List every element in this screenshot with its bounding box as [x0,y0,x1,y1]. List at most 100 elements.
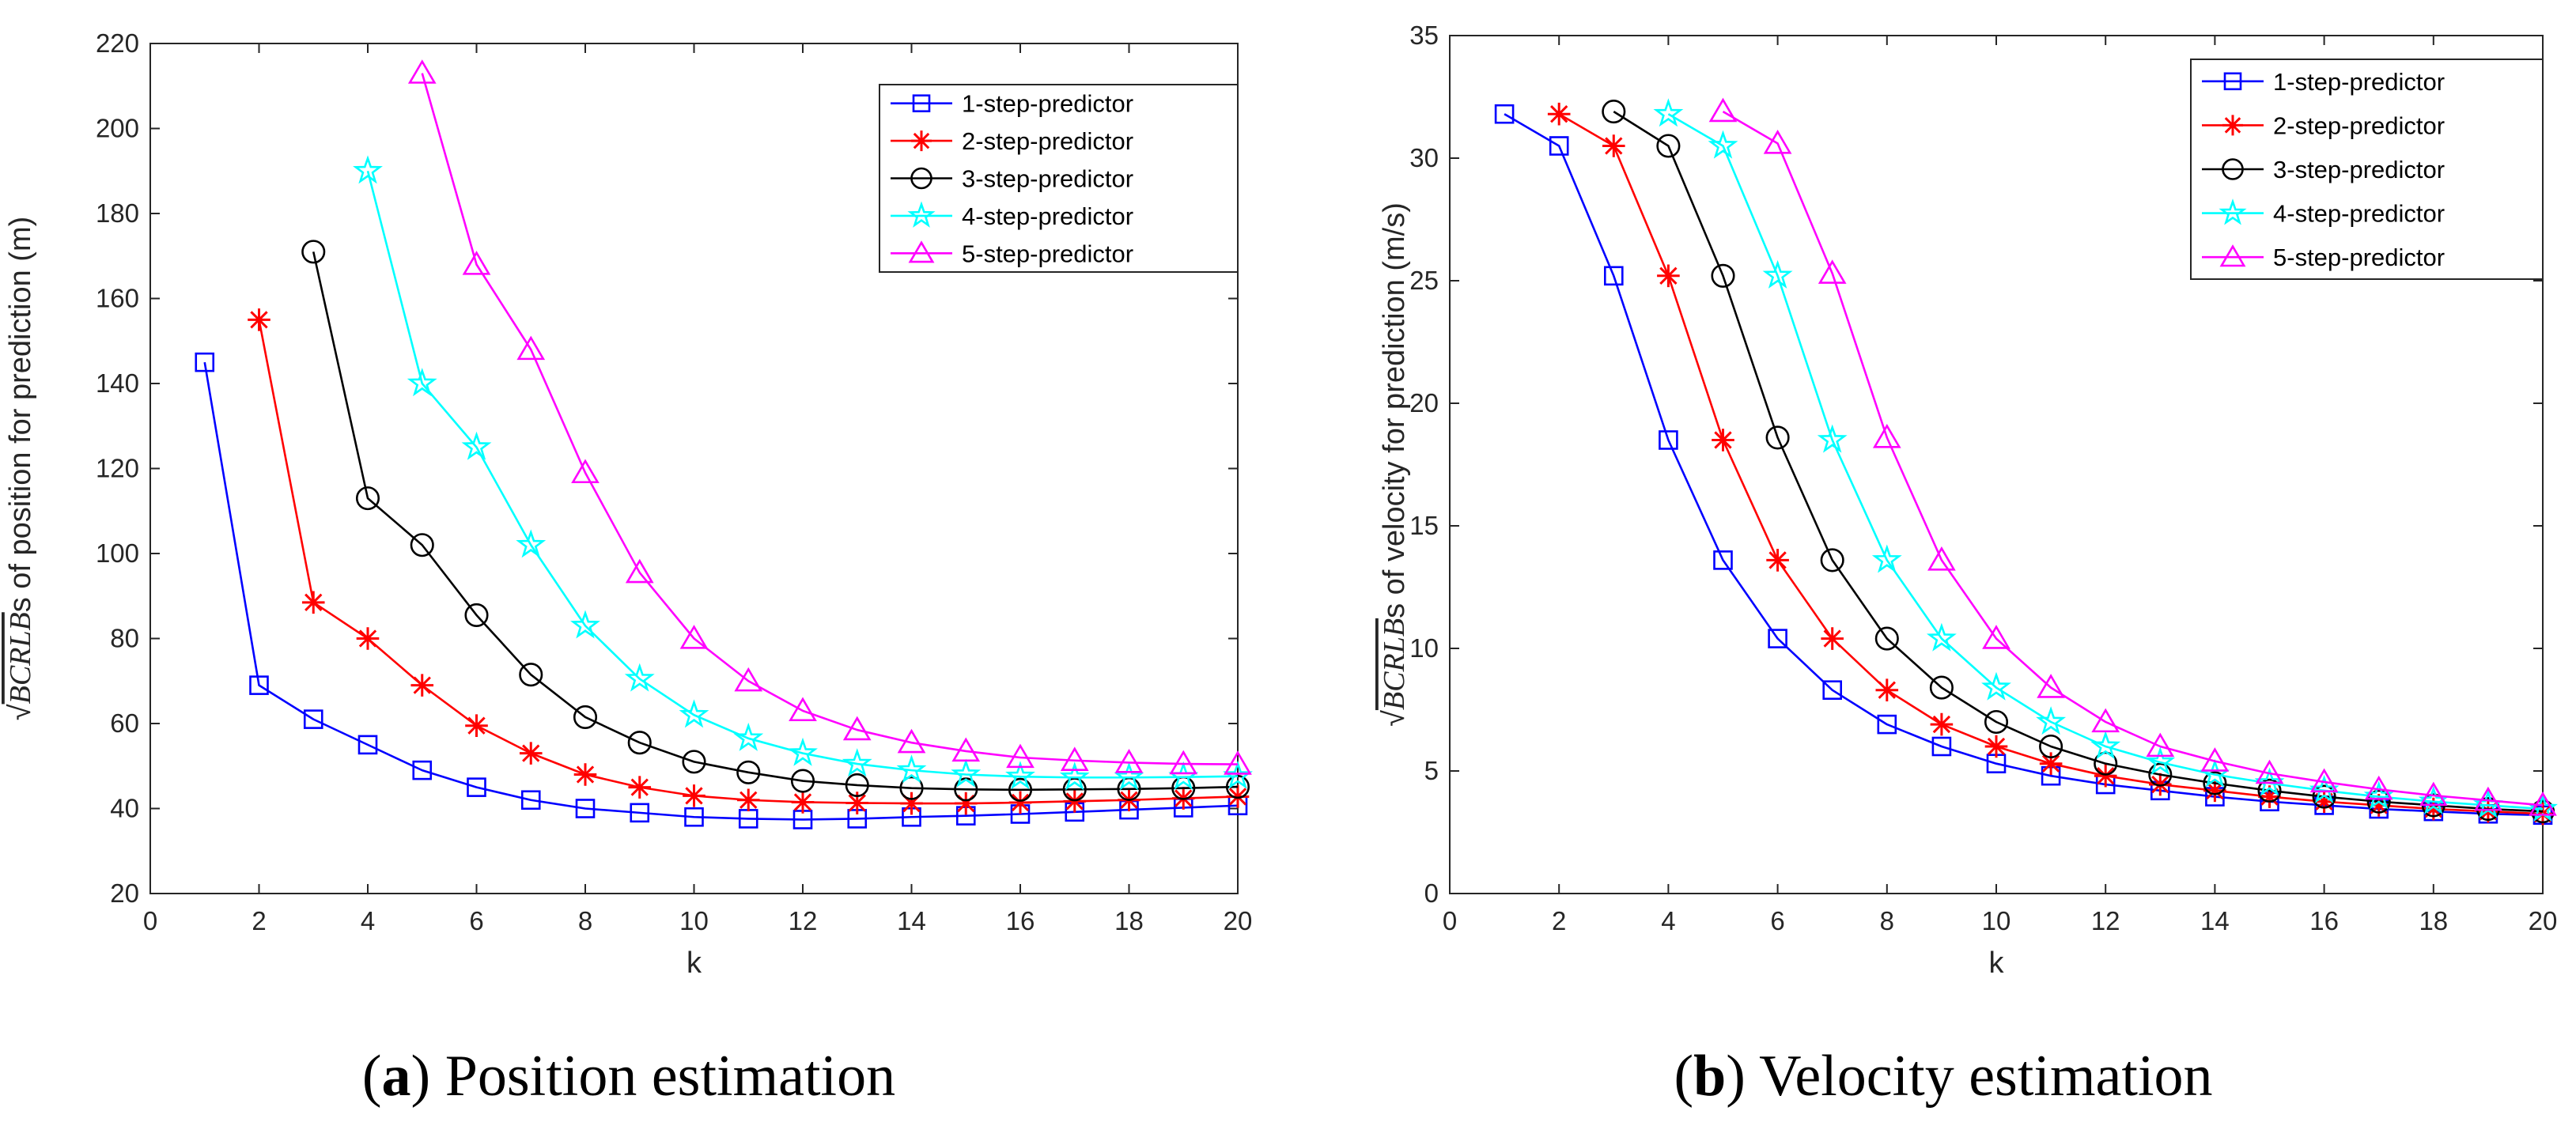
data-point [462,251,491,275]
data-point [1766,549,1789,572]
x-tick-label: 16 [2309,906,2339,935]
data-point [1926,622,1957,652]
data-point [2367,794,2390,817]
data-point [461,431,492,460]
x-tick-label: 4 [1661,906,1675,935]
data-point [1005,761,1035,790]
data-point [1765,425,1790,450]
data-point [2149,773,2172,796]
y-axis-label-text: √BCRLBs of velocity for prediction (m/s) [1378,202,1411,727]
series-line [1613,110,2544,813]
data-point [1822,680,1842,701]
legend-marker [2219,244,2246,267]
series-4-step-predictor [1653,98,2558,822]
y-tick-label: 140 [96,368,139,398]
data-point [845,773,869,797]
data-point [736,788,760,812]
data-point [1984,709,2009,735]
data-point [2090,731,2121,760]
data-point [627,731,652,755]
data-point [303,709,323,729]
data-point [2200,747,2230,772]
data-point [1984,735,2008,758]
data-point [1657,264,1680,288]
data-point [1653,98,1684,127]
data-point [788,737,818,766]
data-point [249,675,269,695]
y-tick-label: 5 [1424,756,1439,785]
data-point [575,799,596,818]
data-point [407,59,437,84]
x-tick-label: 4 [361,906,375,935]
data-point [516,335,546,361]
data-point [2037,674,2065,698]
data-point [630,803,650,823]
data-point [733,722,764,751]
y-tick-label: 220 [96,28,139,58]
y-tick-label: 200 [96,114,139,143]
data-point [1711,263,1735,288]
data-point [682,750,706,774]
series-2-step-predictor [1547,102,2555,826]
legend-label: 2-step-predictor [962,127,1133,155]
data-point [1062,777,1087,802]
data-point [2036,706,2067,735]
y-axis-label-math: BCRLB [1378,618,1411,710]
legend-marker [908,240,935,263]
y-axis-label: √BCRLBs of velocity for prediction (m/s) [1378,202,1411,727]
legend-marker [2222,115,2243,136]
data-point [1224,750,1252,775]
legend-label: 4-step-predictor [962,202,1133,230]
data-point [467,777,486,797]
data-point [2313,790,2336,814]
caption-a-label: a [382,1044,411,1109]
data-point [1547,102,1571,126]
legend-marker [912,94,931,112]
data-point [1225,775,1250,799]
legend-marker [2222,158,2244,180]
data-point [734,667,763,692]
legend-marker [910,167,932,190]
data-point [2366,789,2391,814]
data-point [301,240,326,264]
data-point [1817,424,1848,453]
caption-a-text: Position estimation [445,1044,895,1109]
x-axis-label: k [1989,947,2005,980]
data-point [1874,626,1899,651]
legend-marker [911,130,932,152]
data-point [1875,678,1899,701]
data-point [1712,429,1734,452]
x-tick-label: 10 [1982,906,2011,935]
data-point [628,776,652,799]
y-tick-label: 35 [1409,21,1439,50]
legend-label: 3-step-predictor [962,165,1133,193]
legend-label: 3-step-predictor [2273,156,2445,183]
data-point [1008,777,1033,802]
data-point [900,792,923,815]
y-tick-label: 80 [110,624,139,653]
series-3-step-predictor [1602,100,2555,824]
data-point [1821,627,1844,650]
data-point [2255,759,2284,784]
panel-position-estimation: 0 2 4 6 8 10 12 14 16 18 20 20 40 60 80 100 120 140 160 180… [4,28,1253,980]
data-point [2039,734,2063,759]
data-point [1931,736,1952,757]
data-point [1872,423,1901,448]
data-point [2203,771,2227,795]
data-point [1114,749,1144,773]
data-point [684,807,704,827]
y-tick-label: 40 [110,794,139,823]
data-point [519,742,543,765]
legend-label: 5-step-predictor [962,240,1133,267]
data-point [2148,762,2173,787]
y-tick-label: 180 [96,198,139,228]
data-point [1169,750,1198,775]
data-point [1604,266,1624,286]
legend-label: 1-step-predictor [2273,68,2445,96]
x-tick-label: 18 [2419,906,2448,935]
data-point [1982,625,2010,649]
series-line [1722,110,2544,807]
data-point [1602,100,1626,124]
x-tick-label: 8 [1880,906,1894,935]
data-point [2309,768,2339,793]
